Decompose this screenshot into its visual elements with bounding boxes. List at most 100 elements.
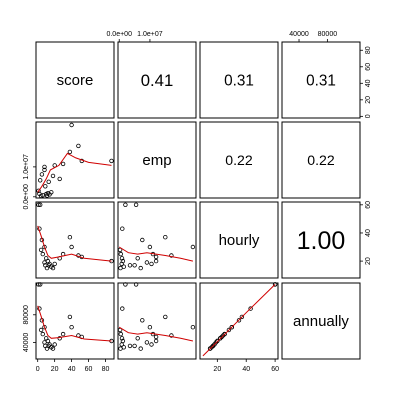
point-hourly-vs-emp-23 — [153, 258, 159, 264]
y-tick-label-score-4: 80 — [365, 46, 372, 54]
point-emp-vs-score-20 — [69, 122, 74, 128]
point-annually-vs-score-18 — [60, 331, 66, 337]
point-annually-vs-score-14 — [50, 346, 56, 351]
x-tick-label-annually-1: 80000 — [318, 31, 338, 38]
point-annually-vs-emp-6 — [118, 331, 123, 337]
point-hourly-vs-emp-7 — [119, 256, 125, 261]
panel-frame-score-score — [35, 41, 115, 119]
point-hourly-vs-emp-17 — [135, 256, 140, 261]
panel-frame-hourly-emp — [117, 201, 197, 279]
y-tick-label-hourly-1: 40 — [365, 229, 372, 237]
point-annually-vs-hourly-5 — [226, 327, 232, 333]
point-emp-vs-score-23 — [109, 158, 114, 164]
point-emp-vs-score-12 — [49, 190, 54, 195]
panel-frame-score-emp — [117, 41, 197, 119]
point-hourly-vs-emp-3 — [140, 237, 145, 243]
y-tick-label-hourly-0: 20 — [365, 257, 372, 265]
point-annually-vs-score-20 — [69, 325, 74, 330]
point-hourly-vs-score-16 — [52, 261, 57, 267]
point-hourly-vs-score-4 — [42, 244, 47, 250]
point-hourly-vs-emp-2 — [120, 226, 125, 231]
panel-frame-emp-score — [35, 121, 115, 199]
point-annually-vs-hourly-23 — [215, 338, 220, 344]
point-annually-vs-score-1 — [38, 282, 43, 287]
point-hourly-vs-score-1 — [38, 202, 43, 207]
x-tick-label-score-3: 60 — [85, 366, 93, 373]
smoother-line-hourly-vs-score — [37, 225, 112, 262]
point-hourly-vs-emp-1 — [133, 202, 139, 207]
point-annually-vs-emp-7 — [119, 336, 125, 341]
correlation-label-emp-annually: 0.22 — [307, 152, 335, 168]
point-hourly-vs-score-14 — [50, 265, 56, 271]
point-hourly-vs-emp-6 — [118, 251, 123, 257]
x-tick-label-hourly-1: 40 — [242, 366, 250, 373]
point-hourly-vs-score-20 — [69, 244, 74, 250]
point-annually-vs-score-19 — [67, 314, 73, 320]
panel-frame-emp-emp — [117, 121, 197, 199]
smoother-line-annually-vs-emp — [118, 326, 194, 342]
point-annually-vs-score-16 — [52, 342, 57, 347]
diagonal-label-score: score — [57, 72, 94, 89]
panel-frame-emp-annually — [281, 121, 361, 199]
point-emp-vs-score-14 — [50, 173, 56, 179]
point-hourly-vs-emp-10 — [119, 261, 124, 267]
panel-frame-score-hourly — [199, 41, 279, 119]
point-emp-vs-score-21 — [76, 143, 81, 149]
point-emp-vs-score-11 — [43, 184, 48, 189]
panel-frame-hourly-score — [35, 201, 115, 279]
point-hourly-vs-score-15 — [46, 263, 51, 268]
correlation-label-hourly-annually: 1.00 — [297, 227, 346, 255]
point-hourly-vs-emp-22 — [153, 254, 159, 260]
point-annually-vs-emp-16 — [149, 342, 154, 347]
panel-frame-annually-annually — [281, 282, 361, 360]
point-annually-vs-emp-17 — [135, 336, 140, 341]
point-annually-vs-hourly-16 — [212, 342, 217, 347]
y-tick-label-score-1: 20 — [365, 96, 372, 104]
point-hourly-vs-emp-9 — [144, 260, 150, 265]
point-emp-vs-score-18 — [60, 161, 66, 167]
panel-frame-emp-hourly — [199, 121, 279, 199]
point-annually-vs-emp-23 — [153, 338, 159, 344]
x-tick-label-score-4: 80 — [102, 366, 110, 373]
point-annually-vs-score-5 — [38, 327, 44, 333]
point-annually-vs-emp-13 — [118, 346, 123, 351]
point-annually-vs-emp-21 — [169, 333, 174, 338]
x-tick-label-emp-0: 0.0e+00 — [106, 31, 132, 38]
point-hourly-vs-emp-11 — [127, 263, 133, 268]
point-annually-vs-hourly-3 — [236, 318, 242, 323]
point-emp-vs-score-1 — [38, 178, 43, 183]
smoother-line-annually-vs-hourly — [202, 284, 276, 357]
y-tick-label-emp-1: 1.0e+07 — [23, 154, 30, 180]
point-annually-vs-emp-9 — [144, 340, 150, 345]
y-tick-label-annually-1: 80000 — [23, 305, 30, 325]
point-annually-vs-emp-4 — [147, 325, 153, 330]
point-annually-vs-score-9 — [42, 340, 47, 345]
point-annually-vs-emp-11 — [127, 343, 133, 349]
x-tick-label-score-0: 0 — [36, 366, 40, 373]
point-hourly-vs-score-6 — [40, 251, 45, 257]
panel-frame-annually-emp — [117, 282, 197, 360]
point-hourly-vs-emp-15 — [132, 263, 137, 268]
diagonal-label-annually: annually — [293, 313, 349, 330]
point-annually-vs-emp-20 — [190, 325, 196, 330]
y-tick-label-annually-0: 40000 — [23, 333, 30, 353]
x-tick-label-score-1: 20 — [51, 366, 59, 373]
point-annually-vs-hourly-1 — [272, 282, 278, 287]
point-emp-vs-score-9 — [42, 167, 47, 173]
point-annually-vs-score-6 — [40, 331, 45, 337]
smoother-line-annually-vs-score — [37, 305, 112, 342]
y-tick-label-hourly-2: 60 — [365, 201, 372, 209]
point-annually-vs-hourly-20 — [229, 325, 234, 330]
point-annually-vs-hourly-14 — [207, 346, 213, 351]
correlation-label-score-emp: 0.41 — [141, 71, 173, 90]
point-hourly-vs-score-9 — [42, 260, 47, 265]
point-annually-vs-emp-10 — [119, 342, 124, 347]
y-tick-label-score-2: 40 — [365, 79, 372, 87]
point-annually-vs-emp-19 — [163, 314, 168, 320]
point-emp-vs-score-19 — [67, 149, 73, 155]
point-hourly-vs-score-19 — [67, 234, 73, 240]
point-annually-vs-emp-22 — [153, 334, 159, 340]
point-hourly-vs-emp-20 — [190, 244, 196, 250]
x-tick-label-hourly-2: 60 — [271, 366, 279, 373]
y-tick-label-score-0: 0 — [365, 114, 372, 118]
